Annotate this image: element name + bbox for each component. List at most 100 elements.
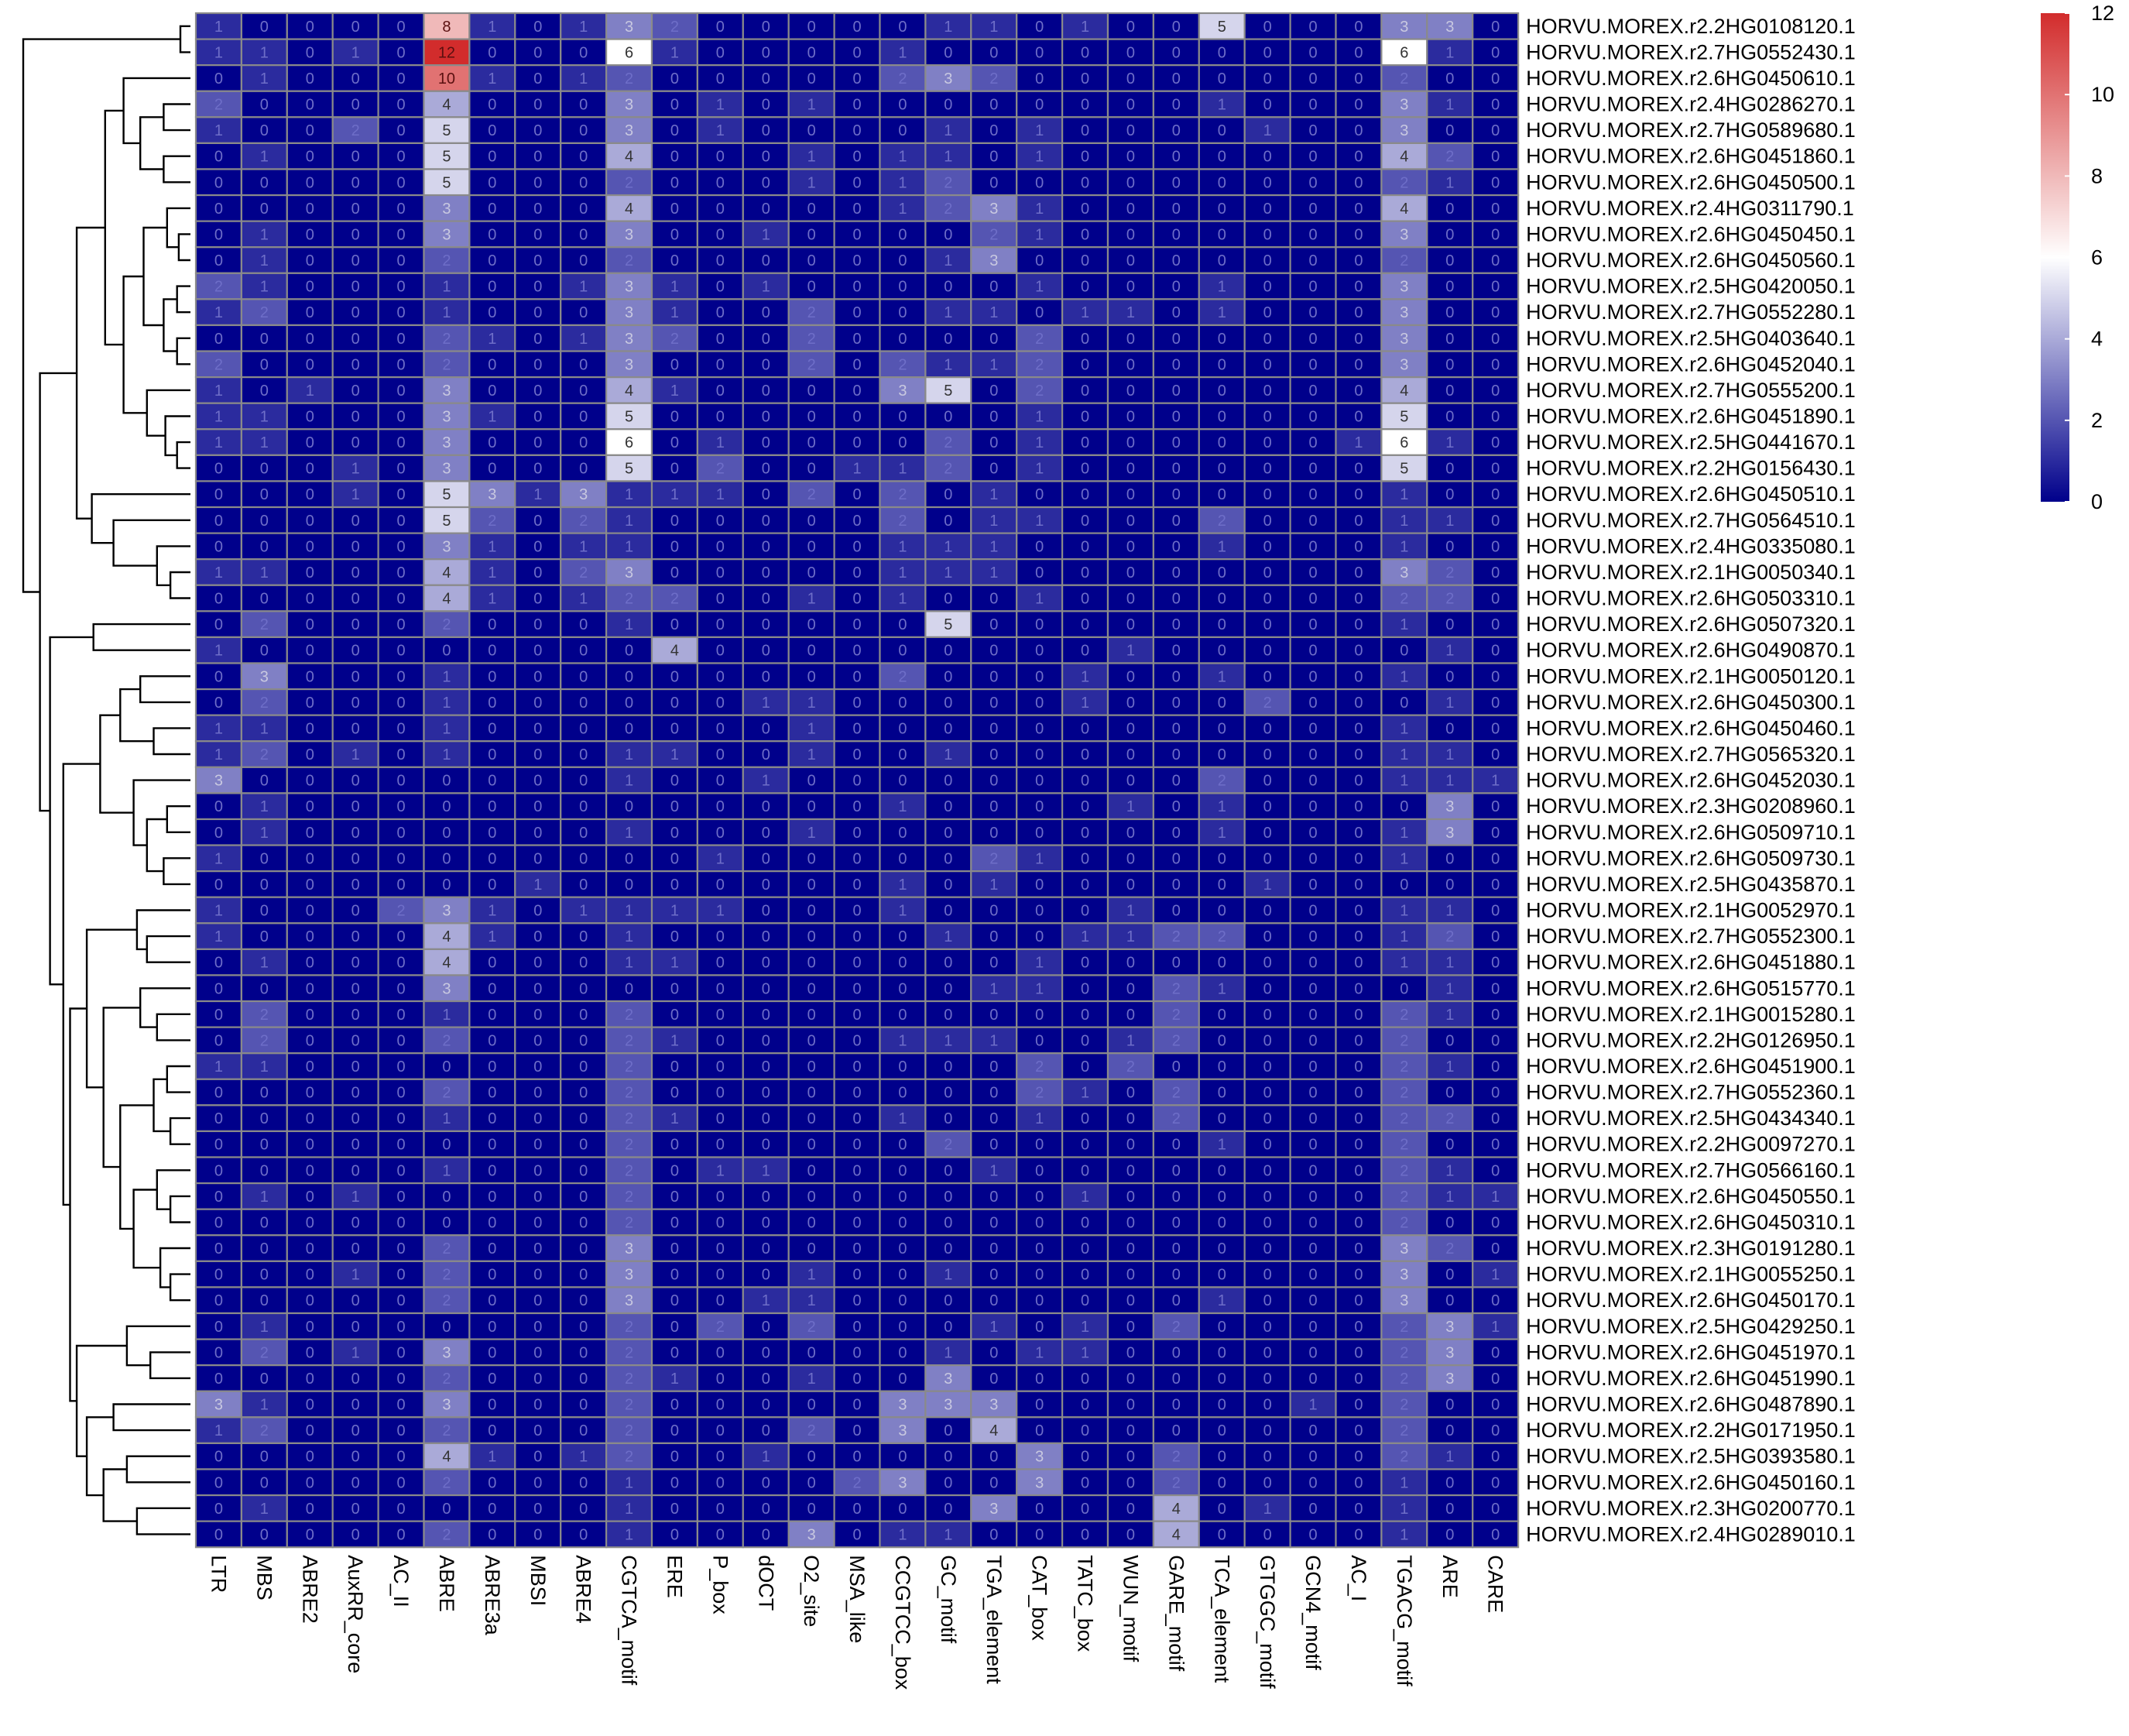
- cell-value: 0: [1263, 1032, 1272, 1049]
- cell-value: 0: [1218, 1267, 1226, 1284]
- cell-value: 0: [762, 1240, 770, 1257]
- cell-value: 0: [260, 19, 269, 36]
- cell-value: 1: [214, 434, 223, 451]
- cell-value: 0: [351, 513, 360, 530]
- cell-value: 0: [670, 356, 679, 373]
- cell-value: 0: [1263, 746, 1272, 763]
- heatmap-cell: [650, 64, 699, 92]
- cell-value: 0: [1354, 695, 1363, 712]
- cell-value: 1: [944, 1344, 952, 1361]
- cell-value: 1: [1126, 304, 1135, 321]
- cell-value: 1: [807, 695, 816, 712]
- cell-value: 0: [1354, 1110, 1363, 1127]
- cell-value: 0: [807, 44, 816, 61]
- cell-value: 2: [625, 174, 633, 191]
- cell-value: 1: [989, 486, 998, 503]
- heatmap-cell: [286, 38, 334, 67]
- row-label: HORVU.MOREX.r2.7HG0566160.1: [1526, 1158, 1856, 1182]
- cell-value: 1: [579, 70, 588, 87]
- cell-value: 0: [989, 97, 998, 114]
- cell-value: 0: [396, 70, 405, 87]
- cell-value: 3: [442, 434, 451, 451]
- cell-value: 0: [396, 513, 405, 530]
- cell-value: 0: [488, 383, 496, 400]
- cell-value: 1: [898, 798, 907, 815]
- cell-value: 6: [1400, 434, 1408, 451]
- dendrogram-branch: [22, 38, 180, 593]
- cell-value: 0: [1126, 1240, 1135, 1257]
- cell-value: 0: [1263, 1267, 1272, 1284]
- cell-value: 0: [807, 616, 816, 633]
- column-label: GCN4_motif: [1301, 1555, 1325, 1670]
- cell-value: 0: [396, 798, 405, 815]
- cell-value: 0: [807, 252, 816, 269]
- cell-value: 0: [762, 1058, 770, 1076]
- cell-value: 1: [260, 149, 269, 166]
- cell-value: 2: [898, 668, 907, 685]
- cell-value: 1: [944, 1032, 952, 1049]
- cell-value: 3: [442, 903, 451, 920]
- cell-value: 0: [351, 616, 360, 633]
- cell-value: 0: [1172, 538, 1181, 555]
- cell-value: 1: [488, 331, 496, 348]
- cell-value: 6: [625, 44, 633, 61]
- cell-value: 0: [852, 1371, 861, 1388]
- cell-value: 0: [1308, 1110, 1317, 1127]
- cell-value: 1: [442, 1110, 451, 1127]
- cell-value: 0: [989, 1058, 998, 1076]
- heatmap-cell: [1335, 298, 1383, 327]
- cell-value: 0: [533, 1240, 542, 1257]
- cell-value: 0: [1035, 1292, 1044, 1309]
- cell-value: 12: [438, 44, 455, 61]
- cell-value: 0: [533, 695, 542, 712]
- dendrogram-branch: [135, 909, 190, 951]
- cell-value: 0: [214, 331, 223, 348]
- cell-value: 0: [762, 1344, 770, 1361]
- cell-value: 2: [807, 1422, 816, 1439]
- cell-value: 0: [579, 746, 588, 763]
- cell-value: 0: [762, 1319, 770, 1336]
- cell-value: 2: [625, 1007, 633, 1024]
- cell-value: 0: [944, 1292, 952, 1309]
- cell-value: 0: [579, 643, 588, 660]
- cell-value: 1: [260, 1189, 269, 1206]
- cell-value: 0: [1218, 1110, 1226, 1127]
- cell-value: 0: [1126, 44, 1135, 61]
- column-label: MSA_like: [845, 1555, 869, 1643]
- cell-value: 0: [1035, 19, 1044, 36]
- cell-value: 0: [1308, 201, 1317, 218]
- cell-value: 1: [625, 1501, 633, 1518]
- cell-value: 1: [1445, 1058, 1454, 1076]
- cell-value: 0: [898, 1214, 907, 1231]
- cell-value: 0: [1035, 695, 1044, 712]
- cell-value: 0: [1354, 149, 1363, 166]
- cell-value: 0: [1263, 97, 1272, 114]
- cell-value: 2: [807, 304, 816, 321]
- cell-value: 0: [762, 1371, 770, 1388]
- cell-value: 3: [944, 1397, 952, 1414]
- cell-value: 0: [1172, 720, 1181, 737]
- row-label: HORVU.MOREX.r2.6HG0450550.1: [1526, 1185, 1856, 1208]
- heatmap-cell: [1472, 168, 1520, 197]
- cell-value: 3: [260, 668, 269, 685]
- cell-value: 0: [1354, 513, 1363, 530]
- row-label: HORVU.MOREX.r2.6HG0450610.1: [1526, 67, 1856, 90]
- cell-value: 0: [1218, 1422, 1226, 1439]
- cell-value: 3: [625, 304, 633, 321]
- cell-value: 0: [533, 1397, 542, 1414]
- cell-value: 0: [1263, 773, 1272, 790]
- cell-value: 1: [1126, 798, 1135, 815]
- cell-value: 2: [260, 1007, 269, 1024]
- cell-value: 0: [351, 720, 360, 737]
- cell-value: 2: [1400, 1110, 1408, 1127]
- cell-value: 0: [214, 1474, 223, 1491]
- cell-value: 0: [670, 1214, 679, 1231]
- cell-value: 0: [989, 643, 998, 660]
- heatmap-cell: [787, 116, 835, 145]
- cell-value: 0: [807, 538, 816, 555]
- cell-value: 0: [1218, 174, 1226, 191]
- cell-value: 0: [670, 850, 679, 867]
- cell-value: 2: [579, 564, 588, 582]
- cell-value: 0: [1354, 1371, 1363, 1388]
- cell-value: 0: [1491, 252, 1500, 269]
